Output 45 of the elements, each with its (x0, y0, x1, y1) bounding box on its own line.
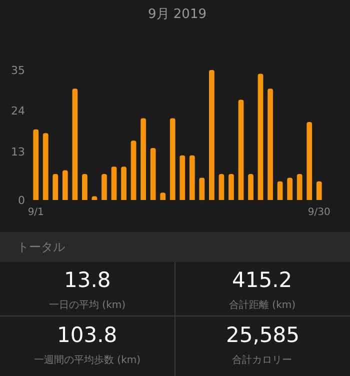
text: 103.8 (57, 323, 118, 347)
bar (277, 181, 283, 200)
bar (209, 70, 214, 200)
text: 25,585 (226, 323, 300, 347)
bar (33, 129, 39, 200)
bar (102, 174, 107, 200)
y-tick-label: 35 (11, 64, 25, 77)
bar (189, 155, 195, 200)
bar (238, 100, 244, 200)
bar (121, 166, 126, 200)
bar (130, 140, 136, 200)
y-tick-label: 24 (11, 104, 25, 118)
text: 合計カロリー (232, 354, 292, 366)
bar (82, 174, 88, 200)
text: 合計距離 (km) (229, 299, 296, 311)
bar (170, 118, 176, 200)
x-tick-label: 9/1 (28, 207, 44, 218)
bar (140, 118, 146, 200)
bar (52, 174, 58, 200)
bar (111, 166, 117, 200)
bar (72, 88, 78, 200)
bar (228, 174, 234, 200)
bar (296, 174, 302, 200)
text: 13.8 (64, 268, 111, 292)
text: 一週間の平均歩数 (km) (34, 354, 141, 366)
text: 415.2 (232, 268, 292, 292)
bar (258, 74, 264, 200)
bar (62, 170, 68, 200)
bar (268, 88, 273, 200)
bar (316, 181, 322, 200)
y-tick-label: 13 (11, 146, 25, 159)
bar (150, 148, 156, 200)
bar (248, 174, 254, 200)
chart-title: 9月 2019 (148, 7, 206, 22)
text: 一日の平均 (km) (49, 299, 126, 311)
bar (42, 133, 48, 200)
y-tick-label: 0 (18, 194, 25, 207)
bar (306, 122, 312, 200)
bar (160, 192, 166, 200)
bar (218, 174, 224, 200)
x-tick-label: 9/30 (308, 207, 330, 218)
bar (199, 178, 205, 200)
text: トータル (17, 240, 65, 254)
bar (287, 178, 293, 200)
bar (180, 155, 186, 200)
